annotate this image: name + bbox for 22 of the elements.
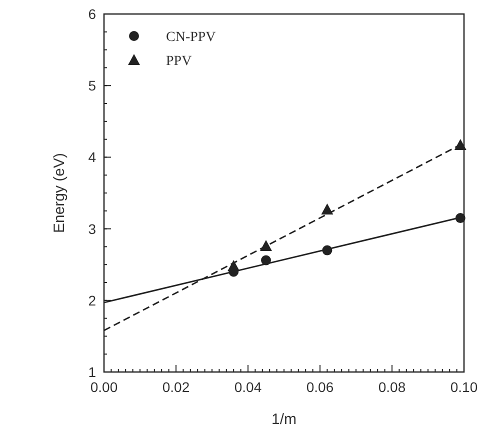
- point: [322, 245, 332, 256]
- x-tick-label: 0.06: [306, 379, 334, 395]
- y-tick-label: 1: [88, 364, 96, 380]
- x-tick-label: 0.04: [234, 379, 262, 395]
- legend-label: CN-PPV: [166, 30, 216, 45]
- x-axis-title: 1/m: [271, 411, 297, 428]
- y-tick-label: 3: [88, 220, 96, 237]
- x-tick-label: 0.10: [450, 379, 478, 395]
- y-tick-label: 6: [88, 6, 96, 22]
- x-tick-label: 0.00: [90, 379, 118, 395]
- point: [455, 213, 466, 224]
- legend-label: PPV: [166, 54, 192, 69]
- point: [454, 139, 466, 150]
- x-tick-label: 0.08: [378, 379, 406, 395]
- y-tick-label: 2: [88, 292, 96, 308]
- x-tick-label: 0.02: [162, 379, 190, 395]
- y-tick-label: 5: [88, 78, 96, 94]
- point: [321, 203, 334, 214]
- point: [261, 255, 271, 266]
- point: [260, 240, 272, 251]
- y-axis-title: Energy (eV): [51, 152, 68, 234]
- y-tick-label: 4: [88, 149, 96, 166]
